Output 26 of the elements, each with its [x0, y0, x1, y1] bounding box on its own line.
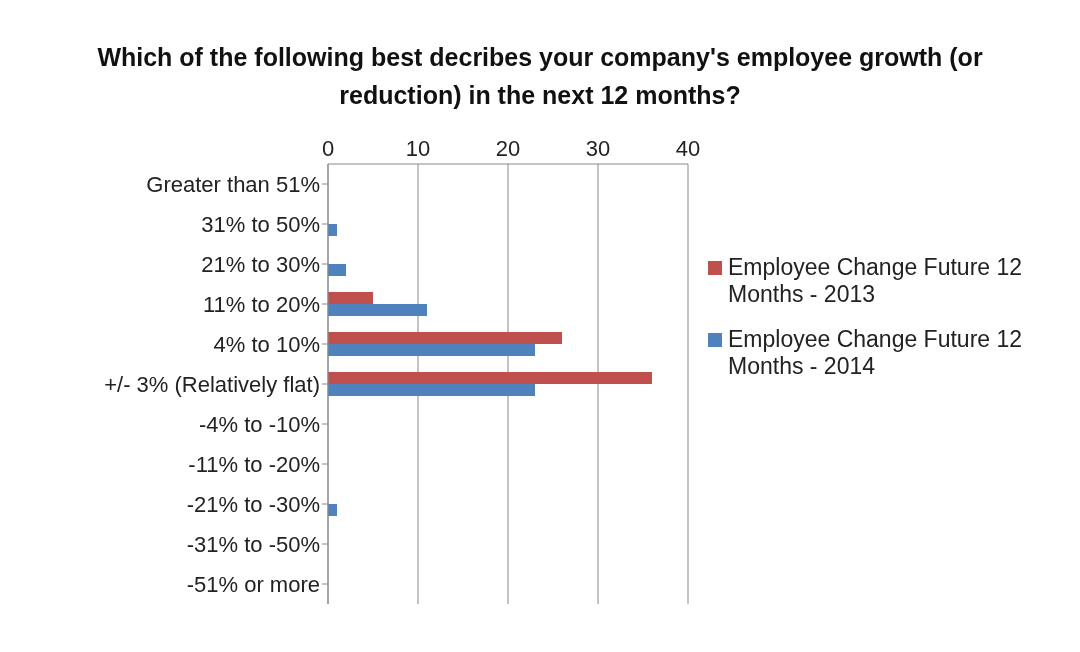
- x-tick-label: 10: [405, 136, 431, 161]
- y-tick-label: 4% to 10%: [213, 331, 320, 357]
- y-tick-label: +/- 3% (Relatively flat): [104, 371, 320, 397]
- legend-label: Employee Change Future 12 Months - 2014: [728, 326, 1024, 380]
- bar: [328, 292, 373, 304]
- bar: [328, 384, 535, 396]
- bar: [328, 264, 346, 276]
- x-tick-label: 40: [675, 136, 701, 161]
- x-tick-label: 30: [585, 136, 611, 161]
- y-tick-label: -31% to -50%: [186, 531, 320, 557]
- chart-title: Which of the following best decribes your company's employee growth (or reduction) in the next 12 months?: [96, 42, 984, 111]
- x-tick-label: 20: [495, 136, 521, 161]
- legend-label: Employee Change Future 12 Months - 2013: [728, 254, 1024, 308]
- y-tick-label: 11% to 20%: [202, 291, 320, 317]
- y-tick-label: -11% to -20%: [188, 451, 320, 477]
- bar: [328, 304, 427, 316]
- y-tick-label: -51% or more: [186, 571, 320, 597]
- bar: [328, 332, 562, 344]
- y-tick-label: -21% to -30%: [186, 491, 320, 517]
- y-tick-label: 21% to 30%: [201, 251, 320, 277]
- x-tick-label: 0: [321, 136, 335, 161]
- bar: [328, 372, 652, 384]
- bar: [328, 344, 535, 356]
- y-tick-label: -4% to -10%: [198, 411, 320, 437]
- y-tick-label: 31% to 50%: [201, 211, 320, 237]
- y-tick-label: Greater than 51%: [146, 171, 320, 197]
